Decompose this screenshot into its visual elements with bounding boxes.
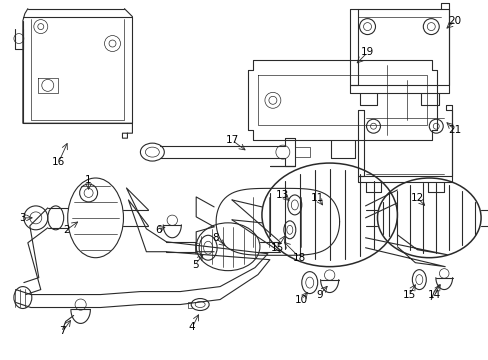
Text: 16: 16 xyxy=(52,157,65,167)
Text: 11: 11 xyxy=(310,193,324,203)
Text: 7: 7 xyxy=(59,327,66,336)
Text: 10: 10 xyxy=(295,294,308,305)
Text: 2: 2 xyxy=(63,225,70,235)
Text: 13: 13 xyxy=(276,190,289,200)
Text: 17: 17 xyxy=(225,135,238,145)
Text: 15: 15 xyxy=(271,243,284,253)
Text: 6: 6 xyxy=(155,225,162,235)
Text: 4: 4 xyxy=(188,323,195,332)
Text: 20: 20 xyxy=(447,15,461,26)
Text: 9: 9 xyxy=(316,289,323,300)
Text: 3: 3 xyxy=(20,213,26,223)
Text: 15: 15 xyxy=(402,289,415,300)
Text: 19: 19 xyxy=(360,48,373,58)
Text: 1: 1 xyxy=(85,175,92,185)
Text: 8: 8 xyxy=(211,233,218,243)
Text: 14: 14 xyxy=(427,289,440,300)
Text: 12: 12 xyxy=(410,193,423,203)
Text: 5: 5 xyxy=(191,260,198,270)
Text: 21: 21 xyxy=(447,125,461,135)
Text: 18: 18 xyxy=(293,253,306,263)
